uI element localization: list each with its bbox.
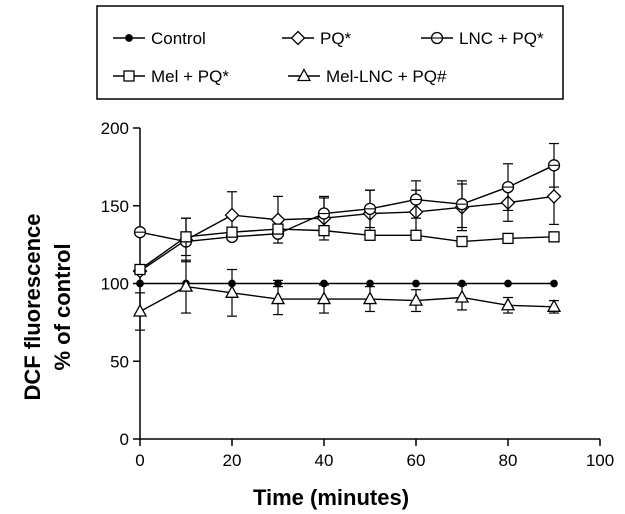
x-tick-label: 80 [499,451,518,470]
point-mel-lnc-pq [546,298,562,312]
point-lnc-pq [133,226,147,239]
legend-marker-mel-pq [123,70,135,82]
legend-item-mel-pq: Mel + PQ* [113,67,229,86]
legend-item-mel-lnc-pq: Mel-LNC + PQ# [288,67,447,86]
point-lnc-pq [363,202,377,216]
series-control [136,279,558,288]
point-control [366,279,374,288]
point-mel-pq [456,235,468,248]
y-tick-label: 0 [120,430,129,449]
series-line-lnc-pq [139,164,555,243]
point-mel-lnc-pq [362,291,378,305]
point-mel-pq [410,229,422,241]
point-mel-pq [272,223,284,235]
point-mel-lnc-pq [500,297,516,311]
y-tick-label: 200 [101,119,129,138]
series-mel-pq [134,217,560,276]
point-mel-pq [226,226,238,238]
y-axis-title-line-2: % of control [50,243,75,370]
point-mel-lnc-pq [408,292,424,306]
legend: Control PQ* LNC + PQ* Mel + PQ* Mel-LNC + PQ… [96,5,564,100]
legend-marker-mel-lnc-pq [296,68,312,82]
series-line-pq [139,195,555,272]
point-control [136,279,144,288]
legend-item-pq: PQ* [282,29,352,48]
point-mel-lnc-pq [270,291,286,305]
point-control [504,279,512,288]
legend-marker-pq [290,30,306,46]
series-line-mel-pq [139,228,555,271]
y-axis-title-line-1: DCF fluorescence [20,213,45,400]
x-tick-label: 40 [315,451,334,470]
point-mel-pq [180,231,192,243]
axes: 0 20 40 60 80 100 0 50 100 150 200 [101,119,615,470]
y-axis-title: DCF fluorescence % of control [20,213,75,400]
x-tick-label: 60 [407,451,426,470]
legend-marker-lnc-pq [430,31,444,45]
point-mel-pq [134,263,146,276]
series-mel-lnc-pq [132,259,562,331]
y-tick-label: 50 [110,352,129,371]
y-tick-label: 150 [101,197,129,216]
point-mel-lnc-pq [316,291,332,305]
point-mel-lnc-pq [132,303,148,317]
series-line-mel-lnc-pq [139,285,555,313]
x-tick-label: 0 [135,451,144,470]
series-pq [132,167,562,279]
legend-item-lnc-pq: LNC + PQ* [421,29,544,48]
x-tick-label: 100 [586,451,614,470]
point-lnc-pq [455,198,469,211]
legend-item-control: Control [113,29,206,48]
point-mel-lnc-pq [224,284,240,298]
point-control [550,279,558,288]
series-lnc-pq [133,142,561,248]
point-control [412,279,420,288]
point-lnc-pq [501,180,515,194]
point-mel-pq [364,229,376,241]
point-mel-lnc-pq [178,278,194,292]
plot-area [132,142,562,331]
point-mel-pq [318,224,330,237]
legend-label: PQ* [320,29,352,48]
legend-label: Mel-LNC + PQ# [326,67,447,86]
x-axis-title: Time (minutes) [253,485,409,510]
point-lnc-pq [409,193,423,206]
legend-label: Control [151,29,206,48]
point-pq [224,207,240,223]
y-tick-label: 100 [101,275,129,294]
point-pq [546,189,562,204]
legend-frame [96,5,564,100]
legend-marker-control [125,34,133,42]
point-mel-pq [502,232,514,245]
point-lnc-pq [547,159,561,172]
legend-label: LNC + PQ* [459,29,544,48]
legend-label: Mel + PQ* [151,67,229,86]
point-mel-pq [548,231,560,243]
point-lnc-pq [317,207,331,220]
point-mel-lnc-pq [454,289,470,303]
x-tick-label: 20 [223,451,242,470]
